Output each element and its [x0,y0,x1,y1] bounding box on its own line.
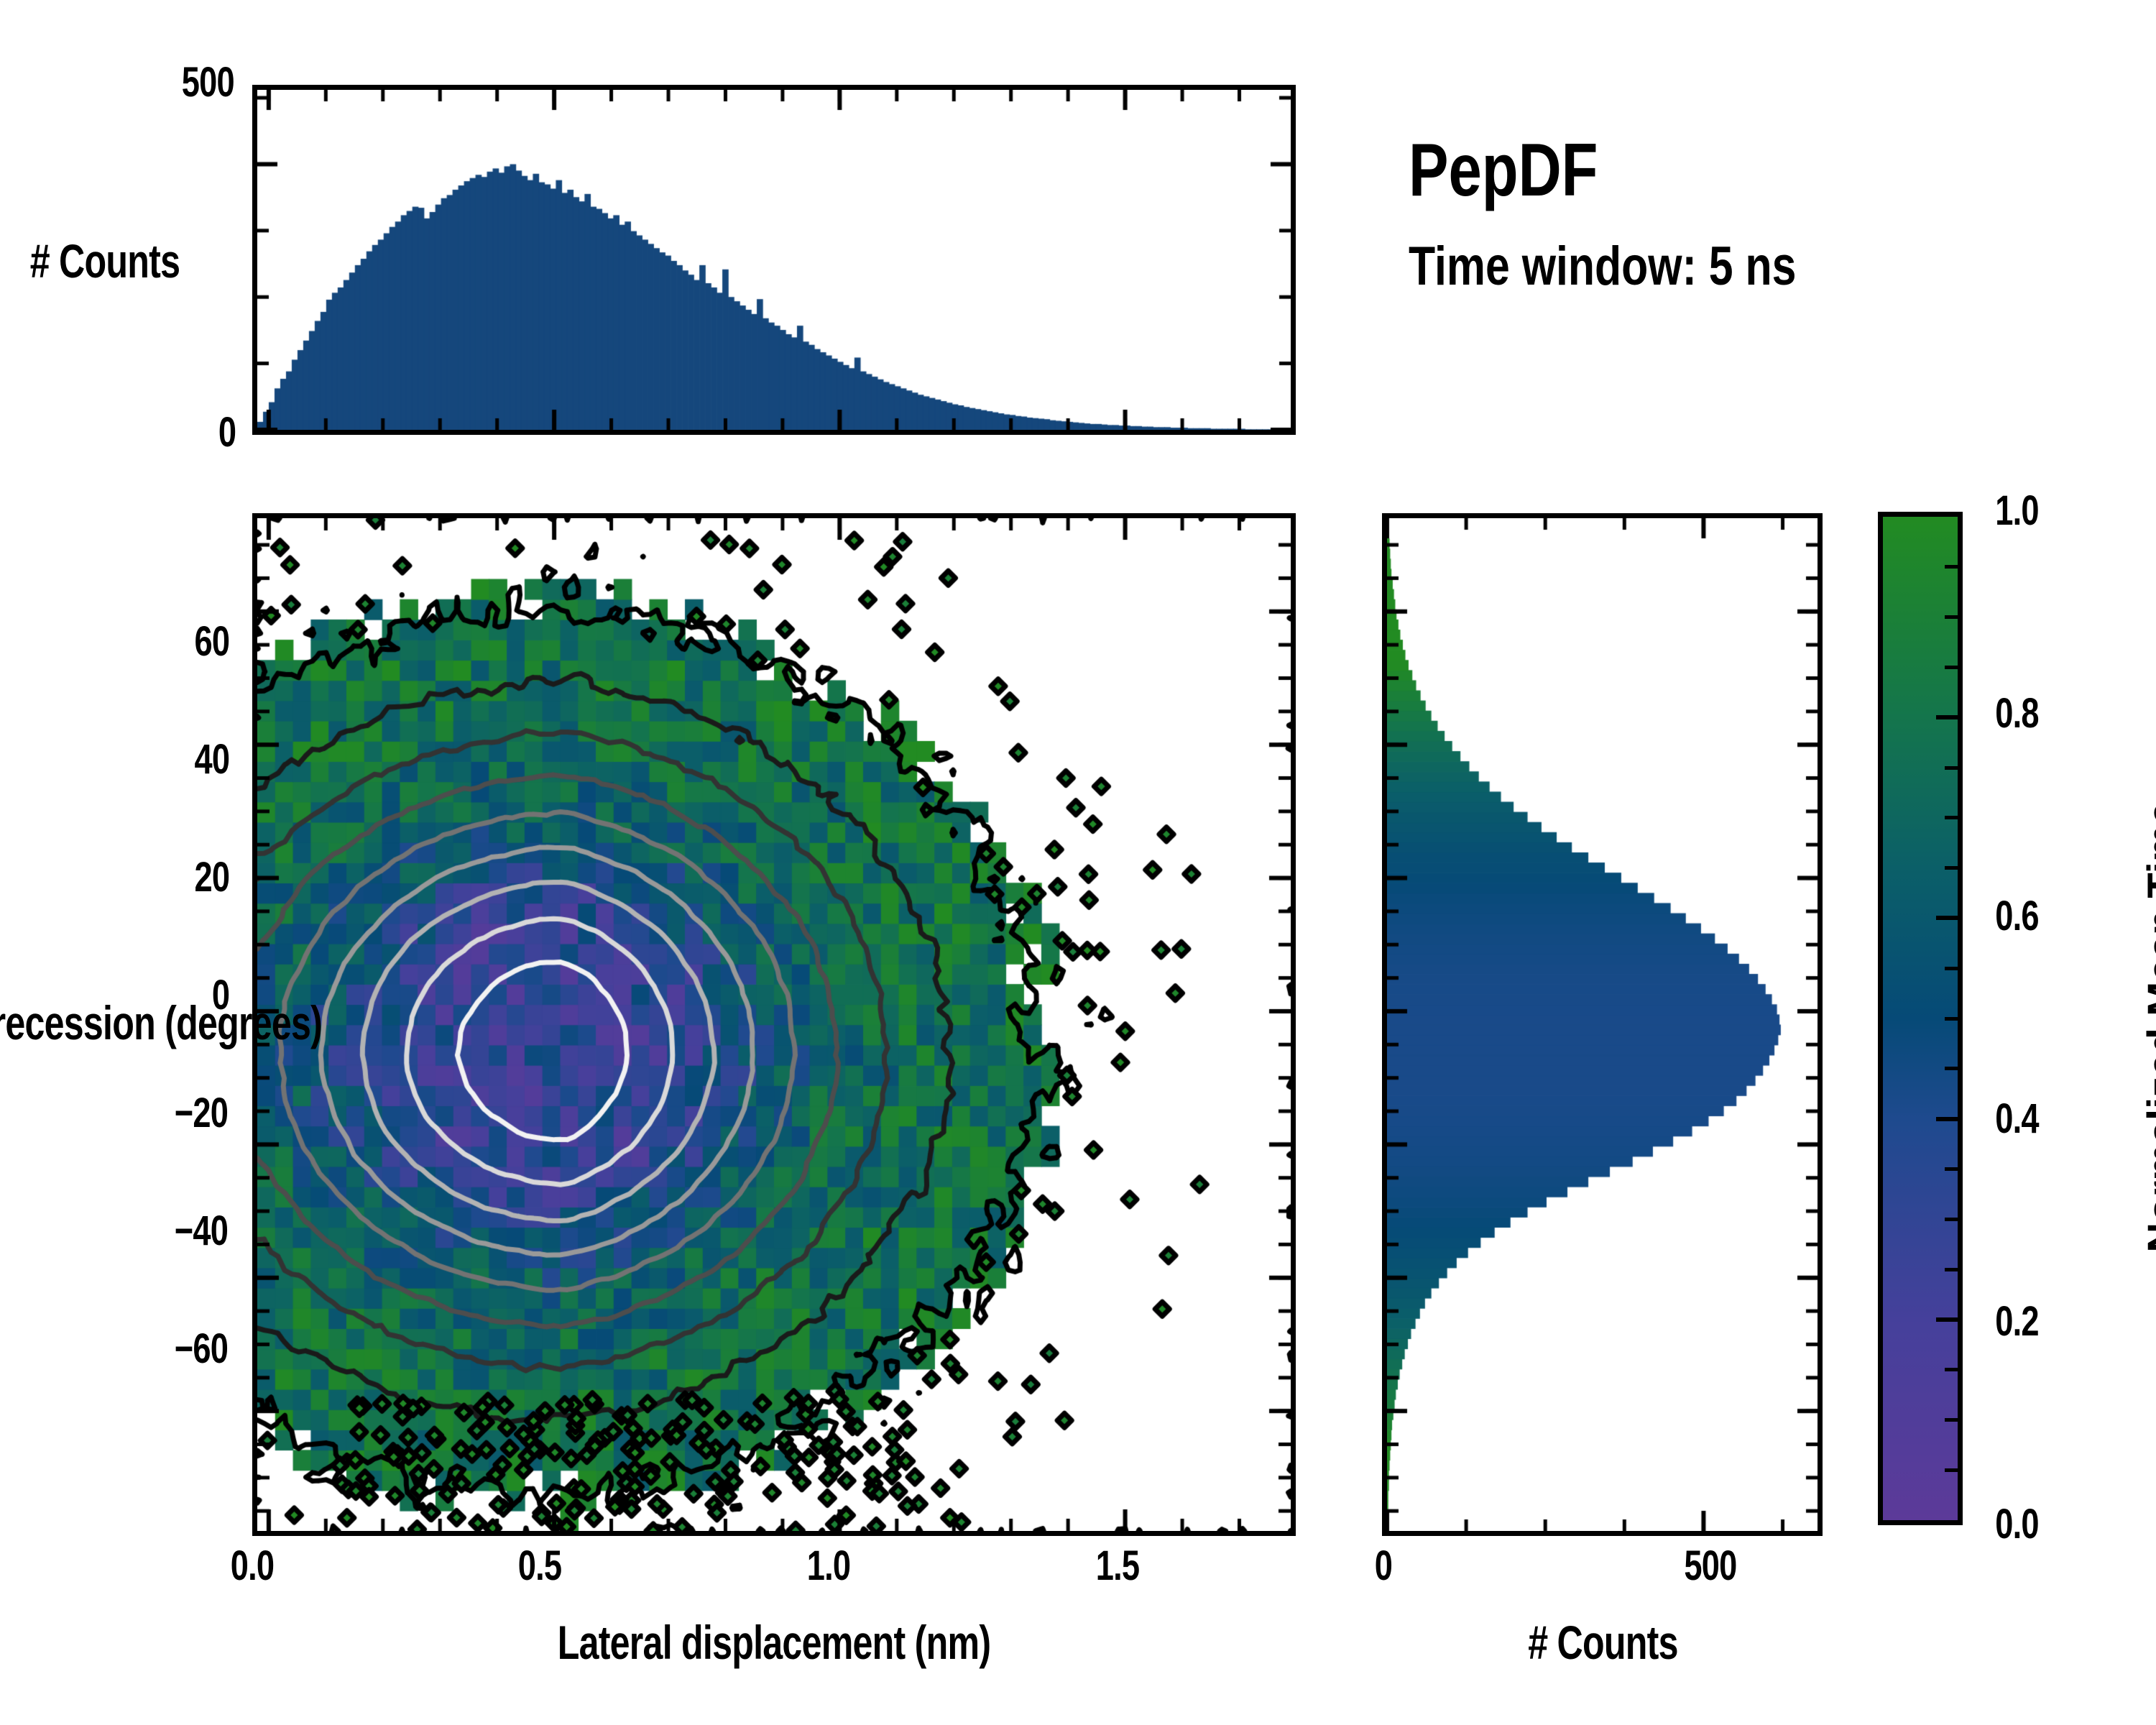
colorbar [1878,512,1963,1525]
colorbar-tick-mark [1945,665,1958,669]
right-hist-xlabel: # Counts [1528,1616,1678,1669]
joint-heatmap-canvas [257,518,1291,1531]
top-hist-ylabel: # Counts [29,234,180,288]
right-hist-xtick-500: 500 [1684,1542,1737,1589]
colorbar-tick-mark [1945,1016,1958,1021]
main-ylabel: Precession (degrees) [0,996,323,1049]
colorbar-tick-0.0: 0.0 [1995,1501,2039,1547]
colorbar-tick-1.0: 1.0 [1995,487,2039,534]
top-hist-ytick-0: 0 [218,409,236,456]
main-ytick-m40: −40 [174,1208,229,1254]
main-ytick-20: 20 [194,854,231,901]
figure-title: PepDF [1409,129,1598,212]
colorbar-tick-mark [1945,866,1958,870]
main-ytick-m20: −20 [174,1090,229,1136]
colorbar-tick-mark [1945,1067,1958,1071]
colorbar-tick-mark [1945,615,1958,620]
main-xtick-1.5: 1.5 [1095,1542,1140,1589]
top-histogram-canvas [257,90,1291,430]
colorbar-tick-mark [1945,1468,1958,1472]
colorbar-tick-mark [1945,1167,1958,1171]
colorbar-tick-mark [1945,916,1958,920]
colorbar-tick-mark [1945,1217,1958,1221]
right-hist-xtick-0: 0 [1374,1542,1393,1589]
colorbar-label: Normalized Mean Time [2139,801,2156,1253]
colorbar-tick-mark [1945,715,1958,719]
right-marginal-histogram-panel [1382,513,1823,1536]
main-joint-heatmap-panel [252,513,1296,1536]
top-marginal-histogram-panel [252,85,1296,435]
main-ytick-40: 40 [194,736,231,783]
colorbar-tick-mark [1945,1368,1958,1372]
colorbar-tick-mark [1945,1117,1958,1121]
colorbar-tick-mark [1945,565,1958,569]
main-ytick-60: 60 [194,618,231,665]
colorbar-tick-0.6: 0.6 [1995,893,2039,939]
colorbar-tick-mark [1945,1267,1958,1271]
colorbar-tick-mark [1945,1317,1958,1322]
colorbar-tick-0.2: 0.2 [1995,1298,2039,1345]
main-xtick-0.0: 0.0 [230,1542,275,1589]
colorbar-tick-0.4: 0.4 [1995,1095,2039,1142]
colorbar-tick-0.8: 0.8 [1995,690,2039,737]
main-ytick-0: 0 [211,972,230,1018]
colorbar-tick-mark [1945,1417,1958,1422]
main-xlabel: Lateral displacement (nm) [557,1616,991,1669]
title-block: PepDF Time window: 5 ns [1409,133,1893,294]
right-histogram-canvas [1387,518,1818,1531]
colorbar-tick-mark [1945,765,1958,770]
main-ytick-m60: −60 [174,1325,229,1372]
top-hist-ytick-500: 500 [181,59,235,106]
colorbar-tick-mark [1945,966,1958,970]
main-xtick-1.0: 1.0 [806,1542,851,1589]
colorbar-tick-mark [1945,816,1958,820]
figure-subtitle: Time window: 5 ns [1409,236,1797,297]
main-xtick-0.5: 0.5 [517,1542,562,1589]
